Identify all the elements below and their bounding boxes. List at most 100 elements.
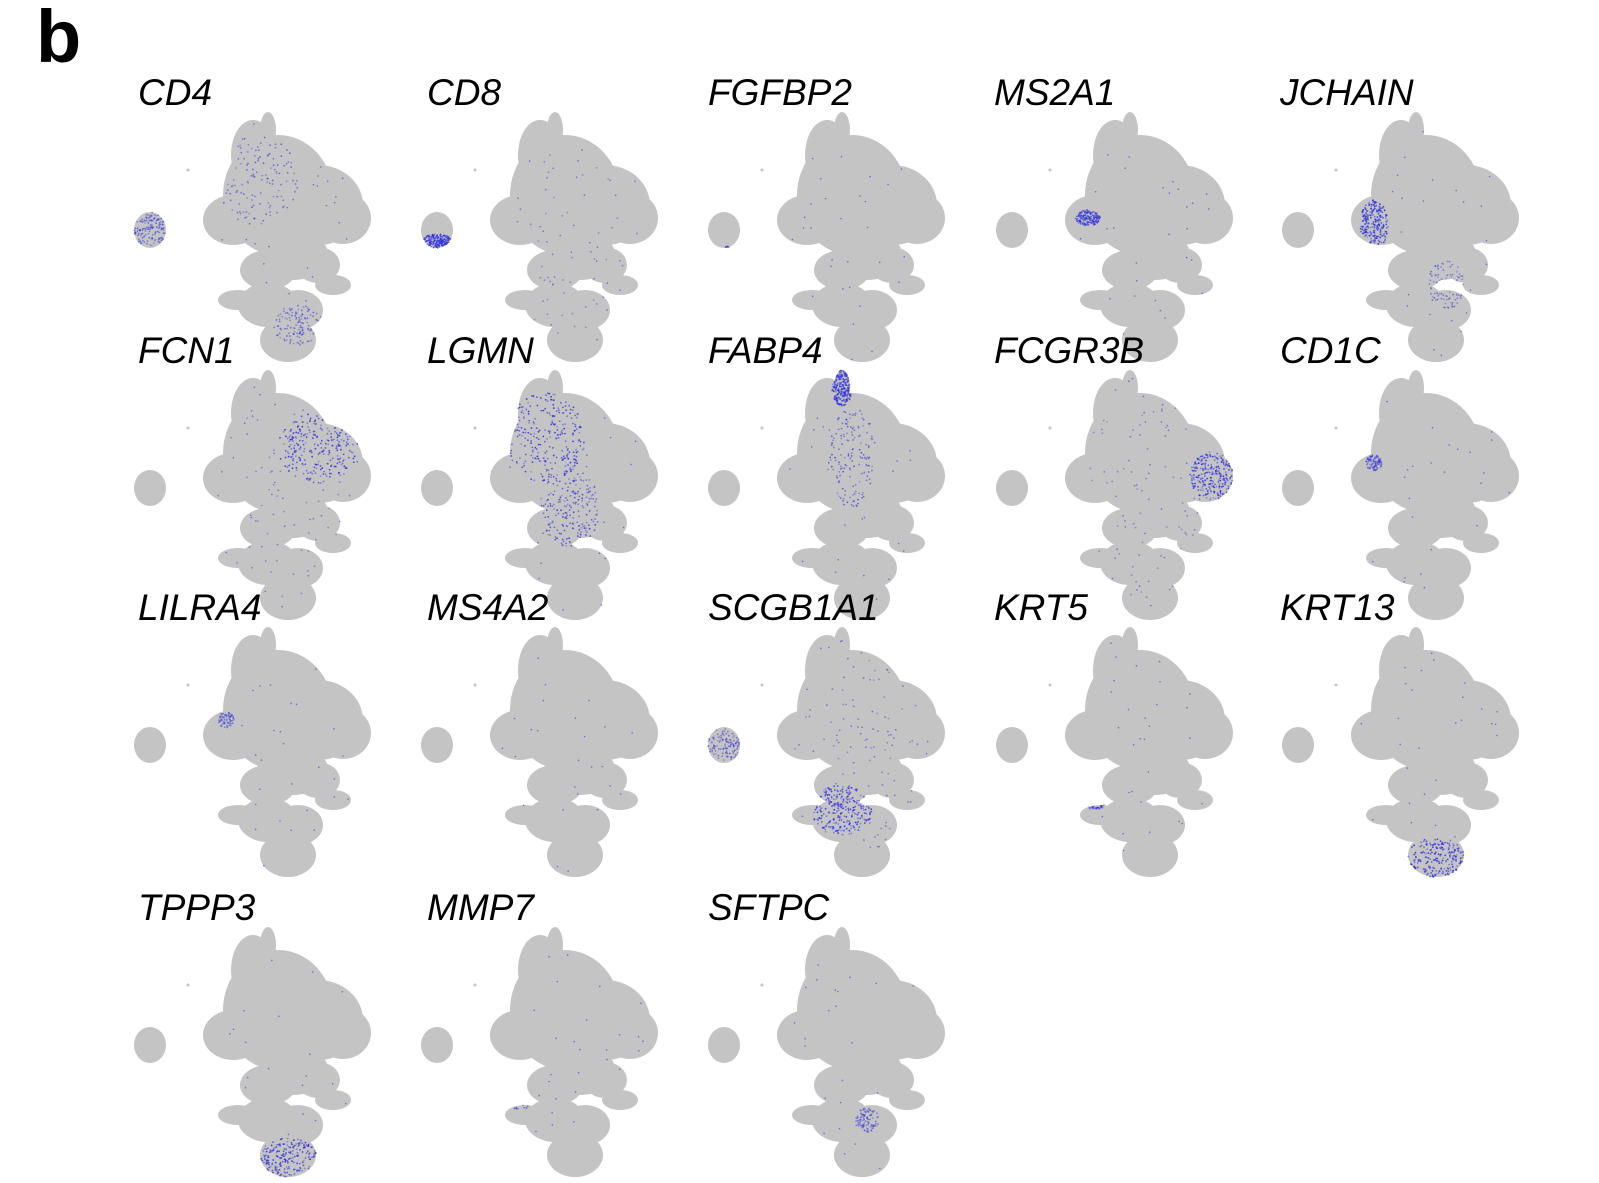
expression-point bbox=[1480, 708, 1483, 710]
expression-point bbox=[1205, 459, 1208, 462]
expression-point bbox=[838, 396, 840, 399]
expression-point bbox=[1212, 455, 1214, 458]
expression-point bbox=[243, 157, 245, 160]
expression-point bbox=[839, 375, 842, 378]
expression-point bbox=[137, 232, 140, 235]
expression-point bbox=[1488, 175, 1491, 178]
expression-point bbox=[219, 717, 221, 719]
expression-point bbox=[718, 735, 721, 738]
expression-point bbox=[862, 495, 865, 498]
expression-point bbox=[837, 809, 840, 812]
expression-point bbox=[303, 450, 305, 453]
expression-point bbox=[266, 181, 269, 183]
expression-point bbox=[1420, 844, 1423, 847]
expression-point bbox=[584, 326, 587, 329]
expression-point bbox=[436, 245, 439, 248]
expression-point bbox=[863, 812, 866, 814]
expression-point bbox=[270, 1150, 273, 1153]
expression-point bbox=[283, 1171, 286, 1173]
expression-point bbox=[588, 479, 591, 481]
expression-point bbox=[579, 487, 581, 490]
expression-point bbox=[1364, 207, 1366, 209]
expression-point bbox=[305, 436, 308, 438]
expression-point bbox=[144, 230, 147, 232]
expression-point bbox=[1429, 866, 1432, 868]
expression-point bbox=[286, 149, 288, 151]
expression-point bbox=[236, 211, 239, 214]
expression-point bbox=[141, 221, 144, 223]
expression-points bbox=[513, 954, 644, 1133]
expression-point bbox=[523, 462, 525, 465]
expression-point bbox=[149, 228, 151, 231]
expression-point bbox=[1373, 241, 1376, 244]
expression-point bbox=[139, 229, 141, 232]
expression-point bbox=[549, 436, 551, 438]
expression-point bbox=[1217, 493, 1219, 496]
expression-points bbox=[793, 964, 914, 1170]
cell-cluster bbox=[315, 1090, 351, 1110]
expression-point bbox=[1454, 855, 1457, 857]
expression-point bbox=[836, 401, 839, 404]
cell-cluster bbox=[602, 1007, 658, 1059]
cell-cluster bbox=[583, 762, 627, 798]
expression-point bbox=[839, 812, 842, 815]
expression-point bbox=[1407, 855, 1410, 858]
expression-point bbox=[1434, 265, 1437, 268]
expression-point bbox=[291, 438, 293, 441]
expression-point bbox=[569, 514, 571, 517]
expression-point bbox=[341, 429, 343, 431]
expression-point bbox=[829, 800, 832, 803]
expression-point bbox=[520, 443, 523, 446]
expression-point bbox=[731, 732, 734, 735]
expression-point bbox=[1446, 842, 1449, 844]
expression-point bbox=[307, 324, 310, 327]
expression-point bbox=[307, 1150, 309, 1152]
expression-point bbox=[847, 387, 850, 390]
expression-point bbox=[338, 520, 341, 523]
expression-point bbox=[572, 465, 574, 468]
expression-point bbox=[229, 720, 232, 722]
expression-point bbox=[306, 310, 309, 313]
expression-point bbox=[151, 233, 154, 236]
expression-point bbox=[1456, 448, 1459, 450]
expression-point bbox=[1201, 462, 1204, 465]
expression-point bbox=[160, 239, 163, 242]
expression-point bbox=[547, 481, 550, 483]
expression-point bbox=[561, 538, 564, 541]
expression-point bbox=[348, 494, 351, 497]
expression-point bbox=[1408, 497, 1411, 500]
gene-label: LILRA4 bbox=[138, 587, 262, 628]
expression-point bbox=[843, 825, 846, 828]
expression-point bbox=[546, 457, 549, 460]
expression-point bbox=[585, 465, 588, 468]
expression-point bbox=[832, 385, 835, 388]
expression-point bbox=[305, 1144, 308, 1147]
expression-point bbox=[846, 384, 849, 387]
expression-point bbox=[1116, 470, 1119, 473]
expression-point bbox=[736, 740, 739, 743]
expression-point bbox=[1367, 461, 1370, 463]
expression-point bbox=[1220, 457, 1223, 459]
expression-point bbox=[261, 1159, 264, 1162]
expression-point bbox=[616, 217, 619, 220]
expression-point bbox=[1379, 236, 1382, 239]
expression-point bbox=[284, 465, 287, 468]
expression-point bbox=[1083, 222, 1086, 225]
expression-point bbox=[713, 738, 715, 741]
expression-point bbox=[844, 381, 847, 384]
expression-point bbox=[581, 523, 584, 525]
expression-point bbox=[299, 343, 301, 346]
cell-cluster bbox=[792, 805, 832, 825]
expression-point bbox=[312, 517, 315, 520]
expression-point bbox=[1148, 831, 1151, 833]
expression-point bbox=[426, 240, 428, 242]
expression-point bbox=[1210, 490, 1212, 493]
expression-point bbox=[869, 175, 871, 178]
expression-point bbox=[231, 209, 234, 211]
expression-point bbox=[258, 149, 260, 152]
expression-point bbox=[878, 678, 880, 681]
expression-point bbox=[259, 142, 262, 145]
expression-point bbox=[143, 235, 146, 238]
isolated-cell bbox=[1048, 426, 1052, 430]
expression-point bbox=[139, 240, 142, 243]
